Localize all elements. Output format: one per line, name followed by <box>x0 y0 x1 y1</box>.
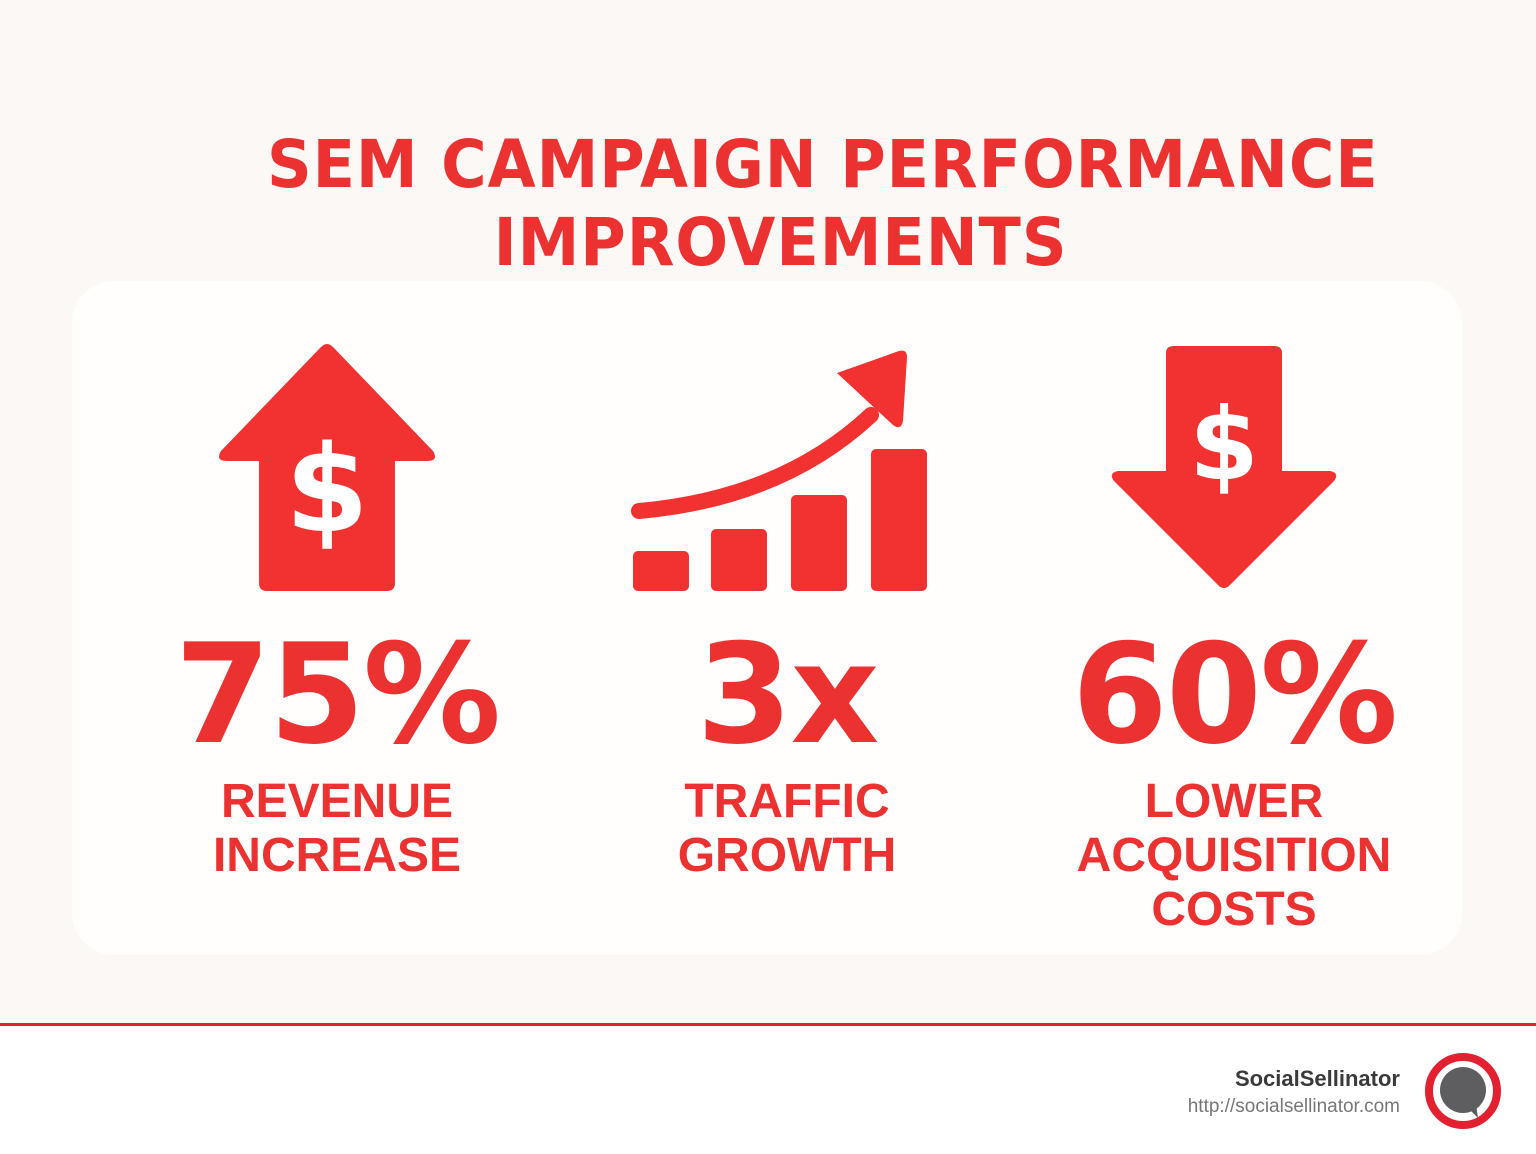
brand-url[interactable]: http://socialsellinator.com <box>1187 1096 1400 1117</box>
stat-acquisition: $ 60% LOWER ACQUISITION COSTS <box>1004 281 1464 955</box>
title-line-2: IMPROVEMENTS <box>493 204 1068 282</box>
up-arrow-dollar-icon: $ <box>219 344 435 591</box>
stat-label: LOWER ACQUISITION COSTS <box>1076 775 1392 936</box>
brand-name: SocialSellinator <box>1234 1066 1400 1091</box>
stat-label: TRAFFIC GROWTH <box>677 775 897 882</box>
stat-traffic: 3x TRAFFIC GROWTH <box>557 281 1017 955</box>
stat-value: 3x <box>696 614 879 775</box>
growth-bar-chart-icon <box>631 350 927 591</box>
footer <box>0 1026 1536 1154</box>
stat-revenue: $ 75% REVENUE INCREASE <box>107 281 567 955</box>
down-arrow-dollar-icon: $ <box>1111 346 1337 588</box>
brand-block: SocialSellinator http://socialsellinator… <box>1188 1066 1400 1122</box>
stat-value: 60% <box>1071 614 1398 775</box>
stat-label: REVENUE INCREASE <box>212 775 462 882</box>
stats-card: $ 75% REVENUE INCREASE 3x TRAFFIC GROWTH… <box>72 281 1462 955</box>
page-title: SEM CAMPAIGN PERFORMANCE IMPROVEMENTS <box>49 126 1493 282</box>
svg-text:$: $ <box>285 421 369 560</box>
footer-divider <box>0 1023 1536 1026</box>
svg-text:$: $ <box>1189 386 1259 503</box>
title-line-1: SEM CAMPAIGN PERFORMANCE <box>266 126 1379 204</box>
speech-bubble-logo-icon <box>1425 1053 1501 1129</box>
stat-value: 75% <box>174 614 501 775</box>
